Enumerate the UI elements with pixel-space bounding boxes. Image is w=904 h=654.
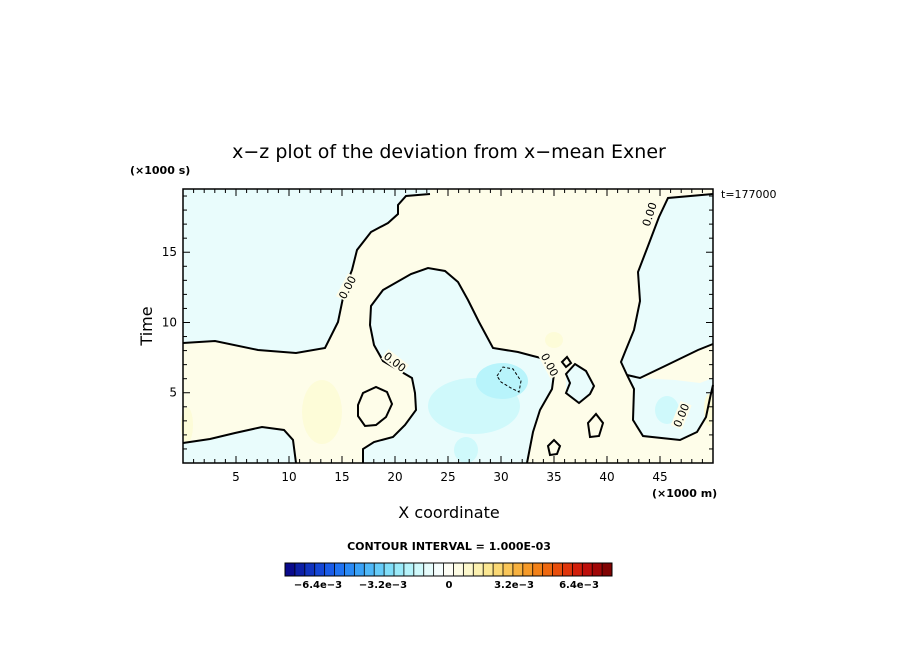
positive-core (181, 407, 193, 443)
contour-line (182, 193, 431, 355)
negative-core (655, 396, 679, 424)
x-tick-label: 20 (387, 470, 402, 484)
y-unit-label: (×1000 s) (130, 164, 190, 177)
colorbar-swatch (542, 563, 553, 576)
negative-core (454, 437, 478, 463)
colorbar-tick-label: −6.4e−3 (294, 580, 342, 591)
chart-title: x−z plot of the deviation from x−mean Ex… (232, 141, 666, 163)
contour-label-bg (538, 350, 562, 379)
colorbar-swatch (374, 563, 385, 576)
contour-label-bg (639, 200, 660, 229)
contour-line (546, 438, 562, 457)
colorbar-swatch (433, 563, 444, 576)
x-axis-label: X coordinate (398, 503, 499, 522)
colorbar-swatch (483, 563, 494, 576)
colorbar-swatch (384, 563, 395, 576)
colorbar-tick-label: 0 (446, 580, 453, 591)
contour-line (560, 355, 573, 369)
x-axis-ticks: 5 10 15 20 25 30 35 40 45 (193, 189, 703, 484)
contour-line (182, 425, 297, 464)
contour-line (564, 362, 596, 405)
colorbar-swatch (324, 563, 335, 576)
colorbar-swatch (334, 563, 345, 576)
colorbar-swatch (285, 563, 296, 576)
y-tick-label: 5 (169, 386, 177, 400)
contour-label-bg (381, 349, 409, 375)
colorbar-swatch (522, 563, 534, 576)
colorbar-swatch (423, 563, 434, 576)
contour-label-bg (670, 400, 692, 430)
x-tick-label: 30 (493, 470, 508, 484)
contour-line (586, 412, 605, 439)
colorbar-tick-labels: −6.4e−3 −3.2e−3 0 3.2e−3 6.4e−3 (294, 580, 599, 591)
colorbar-swatch (453, 563, 464, 576)
x-tick-label: 5 (232, 470, 240, 484)
x-tick-label: 25 (440, 470, 455, 484)
y-tick-label: 15 (162, 245, 177, 259)
colorbar-swatch (403, 563, 415, 576)
positive-core (302, 380, 342, 444)
colorbar-swatch (572, 563, 583, 576)
contour-label-bg (335, 273, 359, 302)
colorbar-swatch (602, 563, 613, 576)
colorbar-swatch (354, 563, 365, 576)
colorbar-swatch (493, 563, 504, 576)
zero-contours (182, 193, 714, 464)
colorbar-swatch (503, 563, 514, 576)
x-tick-label: 40 (599, 470, 614, 484)
y-tick-label: 10 (162, 315, 177, 329)
colorbar-swatch (592, 563, 603, 576)
colorbar-swatch (394, 563, 405, 576)
colorbar (284, 562, 613, 577)
colorbar-swatch (364, 563, 375, 576)
colorbar-swatch (562, 563, 573, 576)
colorbar-tick-label: 6.4e−3 (559, 580, 599, 591)
y-axis-label: Time (137, 306, 156, 346)
colorbar-swatch (512, 563, 524, 576)
positive-region (640, 344, 713, 383)
negative-core (476, 363, 528, 399)
contour-interval-label: CONTOUR INTERVAL = 1.000E-03 (347, 540, 551, 553)
colorbar-swatch (294, 563, 306, 576)
colorbar-swatch (304, 563, 316, 576)
positive-core (545, 332, 563, 348)
colorbar-tick-label: 3.2e−3 (494, 580, 534, 591)
colorbar-swatch (532, 563, 543, 576)
x-tick-label: 10 (281, 470, 296, 484)
colorbar-frame (284, 562, 613, 577)
colorbar-swatch (443, 563, 454, 576)
colorbar-swatch (582, 563, 593, 576)
positive-region (358, 387, 392, 426)
contour-line (626, 343, 714, 380)
x-tick-label: 35 (546, 470, 561, 484)
shaded-field (181, 189, 714, 463)
x-tick-label: 15 (334, 470, 349, 484)
colorbar-swatch (413, 563, 425, 576)
x-tick-label: 45 (652, 470, 667, 484)
colorbar-swatch (344, 563, 355, 576)
contour-line (496, 366, 522, 393)
y-axis-ticks: 5 10 15 (162, 195, 713, 450)
colorbar-swatch (473, 563, 484, 576)
x-unit-label: (×1000 m) (652, 487, 717, 500)
negative-region (183, 427, 296, 463)
colorbar-swatch (463, 563, 474, 576)
time-label: t=177000 (721, 188, 777, 201)
contour-line (619, 193, 714, 442)
negative-region (183, 189, 430, 353)
colorbar-swatch (552, 563, 563, 576)
colorbar-swatch (314, 563, 325, 576)
contour-line (357, 385, 394, 428)
colorbar-tick-label: −3.2e−3 (359, 580, 407, 591)
